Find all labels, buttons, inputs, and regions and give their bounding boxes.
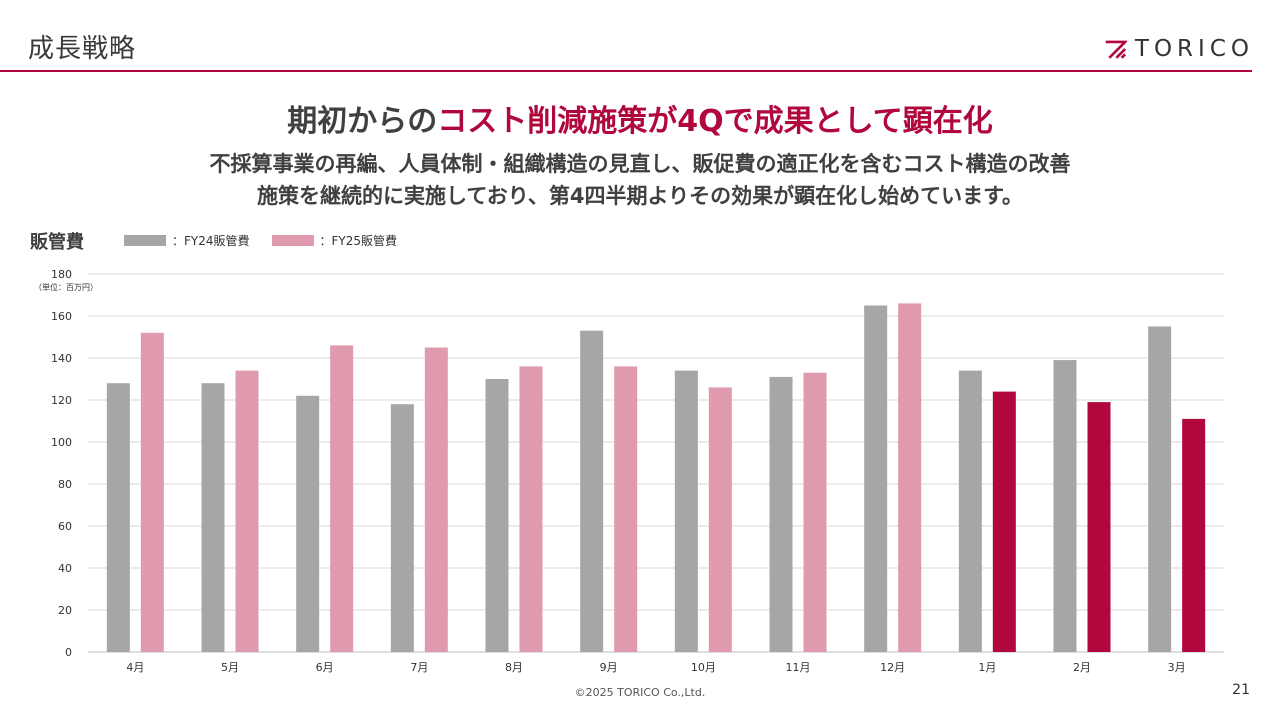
bar-fy25 — [519, 366, 543, 652]
legend-label-fy25: ：FY25販管費 — [319, 234, 398, 248]
bar-fy25 — [898, 303, 922, 652]
bar-fy24 — [958, 370, 982, 652]
bar-fy25 — [235, 370, 259, 652]
x-tick-label: 12月 — [880, 661, 905, 674]
legend-item-fy25: ：FY25販管費 — [271, 232, 398, 249]
y-tick-label: 40 — [58, 562, 72, 575]
x-tick-label: 1月 — [978, 661, 996, 674]
bar-fy24 — [580, 330, 604, 652]
x-tick-label: 3月 — [1168, 661, 1186, 674]
x-tick-label: 8月 — [505, 661, 523, 674]
header-divider — [0, 70, 1252, 72]
legend-item-fy24: ：FY24販管費 — [124, 232, 250, 249]
headline-part1: 期初からの — [287, 104, 438, 139]
y-tick-label: 20 — [58, 604, 72, 617]
y-tick-label: 100 — [51, 436, 72, 449]
description-line2: 施策を継続的に実施しており、第4四半期よりその効果が顕在化し始めています。 — [257, 184, 1023, 208]
bar-fy25 — [803, 372, 827, 652]
bar-fy24 — [390, 404, 414, 652]
headline-accent: コスト削減施策が4Qで成果として顕在化 — [437, 104, 993, 139]
bar-fy24 — [296, 395, 320, 652]
bar-fy25 — [330, 345, 354, 652]
chart-title: 販管費 — [30, 232, 84, 253]
y-tick-label: 120 — [51, 394, 72, 407]
x-tick-label: 6月 — [316, 661, 334, 674]
bar-fy25 — [424, 347, 448, 652]
y-tick-label: 180 — [51, 268, 72, 281]
headline: 期初からのコスト削減施策が4Qで成果として顕在化 — [0, 96, 1280, 140]
torico-mark-icon — [1105, 40, 1127, 59]
x-tick-label: 10月 — [691, 661, 716, 674]
x-tick-label: 11月 — [786, 661, 811, 674]
legend-swatch-fy25 — [271, 235, 314, 246]
bar-fy24 — [485, 379, 509, 652]
copyright: ©2025 TORICO Co.,Ltd. — [574, 686, 706, 699]
logo-text: TORICO — [1134, 36, 1254, 62]
y-tick-label: 160 — [51, 310, 72, 323]
bar-fy25 — [992, 391, 1016, 652]
bar-fy25 — [1087, 402, 1111, 652]
chart-unit-label: （単位：百万円） — [34, 283, 98, 292]
bar-fy25 — [1182, 418, 1206, 652]
bar-fy25 — [140, 332, 164, 652]
legend-label-fy24: ：FY24販管費 — [172, 234, 250, 248]
y-tick-label: 80 — [58, 478, 72, 491]
bar-fy25 — [614, 366, 638, 652]
description: 不採算事業の再編、人員体制・組織構造の見直し、販促費の適正化を含むコスト構造の改… — [0, 148, 1280, 212]
bar-fy24 — [1148, 326, 1172, 652]
bar-fy24 — [769, 376, 793, 652]
y-tick-label: 0 — [65, 646, 72, 659]
bar-fy24 — [864, 305, 888, 652]
x-tick-label: 2月 — [1073, 661, 1091, 674]
legend-swatch-fy24 — [124, 235, 166, 246]
section-title: 成長戦略 — [28, 34, 137, 64]
x-tick-label: 7月 — [410, 661, 428, 674]
x-tick-label: 5月 — [221, 661, 239, 674]
bar-fy24 — [106, 383, 130, 652]
bar-fy25 — [708, 387, 732, 652]
page-number: 21 — [1232, 682, 1250, 698]
y-tick-label: 60 — [58, 520, 72, 533]
bar-fy24 — [201, 383, 225, 652]
torico-logo: TORICO — [1104, 34, 1254, 64]
bar-fy24 — [1053, 360, 1077, 652]
x-tick-label: 9月 — [600, 661, 618, 674]
chart-legend: ：FY24販管費 ：FY25販管費 — [124, 232, 419, 249]
description-line1: 不採算事業の再編、人員体制・組織構造の見直し、販促費の適正化を含むコスト構造の改… — [209, 152, 1071, 176]
x-tick-label: 4月 — [126, 661, 144, 674]
bar-fy24 — [674, 370, 698, 652]
y-tick-label: 140 — [51, 352, 72, 365]
